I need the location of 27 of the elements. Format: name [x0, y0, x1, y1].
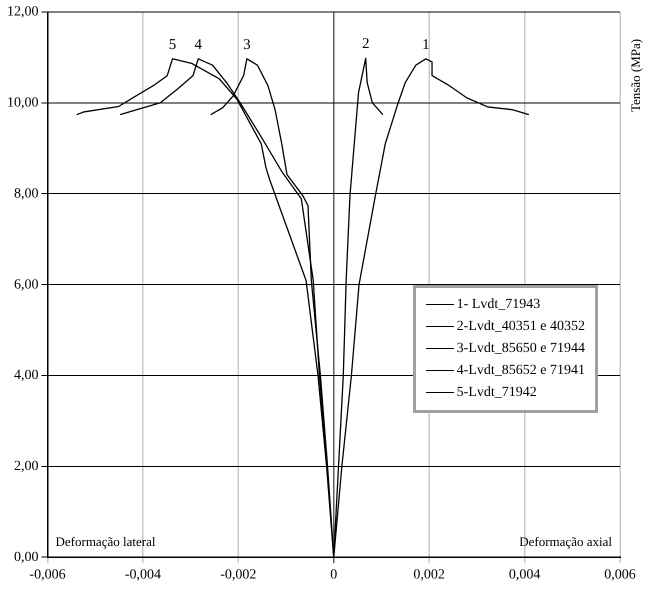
x-tick-label: -0,002 — [220, 567, 256, 582]
legend-label: 3-Lvdt_85650 e 71944 — [456, 340, 585, 357]
legend-label: 2-Lvdt_40351 e 40352 — [456, 318, 585, 335]
annotation: Deformação axial — [519, 534, 612, 550]
legend-label: 5-Lvdt_71942 — [456, 384, 537, 401]
annotation: 3 — [243, 36, 251, 53]
x-tick-label: 0,002 — [413, 567, 445, 582]
legend-label: 1- Lvdt_71943 — [456, 296, 540, 313]
y-tick-label: 8,00 — [14, 186, 38, 202]
y-tick-label: 6,00 — [14, 277, 38, 292]
annotation: 2 — [362, 36, 370, 52]
annotation: 1 — [422, 36, 430, 53]
y-tick-label: 4,00 — [14, 368, 38, 384]
x-tick-label: 0,006 — [604, 567, 636, 582]
x-tick-label: 0,004 — [508, 567, 540, 582]
y-tick-label: 2,00 — [14, 459, 38, 474]
y-tick-label: 12,00 — [7, 4, 38, 20]
y-tick-label: 0,00 — [14, 550, 38, 565]
annotation: 4 — [194, 36, 202, 53]
x-tick-label: -0,004 — [124, 567, 162, 582]
x-tick-label: -0,006 — [29, 567, 66, 582]
annotation: Deformação lateral — [56, 534, 156, 550]
y-tick-label: 10,00 — [7, 96, 38, 111]
annotation: 5 — [168, 36, 176, 53]
y-axis-title: Tensão (MPa) — [628, 38, 644, 112]
legend-label: 4-Lvdt_85652 e 71941 — [456, 362, 585, 379]
x-tick-label: 0 — [330, 567, 338, 582]
